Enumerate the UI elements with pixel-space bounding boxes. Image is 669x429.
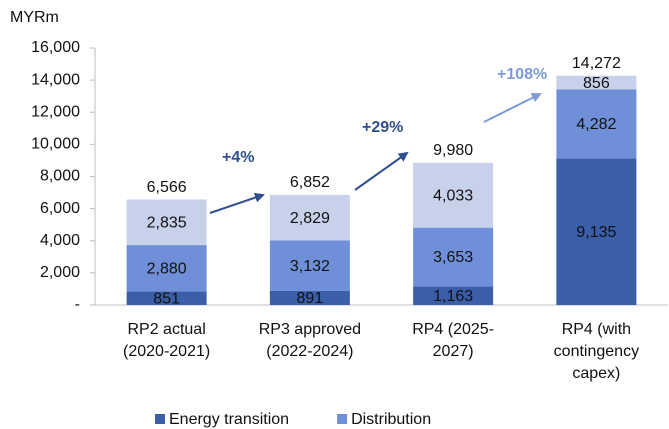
bar-segment — [126, 199, 207, 246]
x-tick-line: (2020-2021) — [123, 343, 210, 360]
arrow — [354, 151, 409, 191]
y-axis-label: MYRm — [10, 9, 59, 26]
total-label: 6,566 — [147, 179, 187, 196]
x-tick-label: RP2 actual (2020-2021) — [123, 321, 210, 360]
x-tick-line: RP3 approved — [259, 321, 361, 338]
value-label: 9,135 — [576, 224, 616, 241]
y-tick-label: 10,000 — [31, 136, 80, 153]
value-label: 1,163 — [433, 288, 473, 305]
total-label: 6,852 — [290, 174, 330, 191]
total-label: 9,980 — [433, 142, 473, 159]
bar-segment — [413, 162, 494, 228]
y-tick-label: 16,000 — [31, 39, 80, 56]
y-tick-label: 14,000 — [31, 71, 80, 88]
value-label: 891 — [297, 290, 324, 307]
bar-segment — [269, 194, 350, 241]
value-label: 4,282 — [576, 116, 616, 133]
value-label: 4,033 — [433, 187, 473, 204]
y-tick-label: 2,000 — [40, 264, 80, 281]
y-tick-label: 8,000 — [40, 168, 80, 185]
x-tick-line: contingency — [554, 343, 639, 360]
legend-label: Energy transition — [169, 411, 289, 428]
y-tick-label: 12,000 — [31, 103, 80, 120]
y-tick-label: 6,000 — [40, 200, 80, 217]
value-label: 2,880 — [147, 260, 187, 277]
x-tick-label: RP3 approved (2022-2024) — [259, 321, 361, 360]
bar-segment — [413, 286, 494, 305]
value-label: 3,132 — [290, 258, 330, 275]
bar-segment — [413, 227, 494, 287]
value-label: 2,835 — [147, 215, 187, 232]
legend-swatch — [337, 414, 348, 424]
x-tick-line: RP4 (2025- — [412, 321, 494, 338]
value-label: 851 — [153, 290, 180, 307]
x-tick-line: (2022-2024) — [266, 343, 353, 360]
legend-label: Distribution — [351, 411, 431, 428]
bar-segment — [556, 158, 637, 305]
annotation: +4% — [222, 149, 254, 166]
x-tick-label: RP4 (2025- 2027) — [412, 321, 494, 360]
bar-segment — [126, 291, 207, 305]
x-tick-line: 2027) — [433, 343, 474, 360]
bar-segment — [556, 89, 637, 159]
bar-segment — [556, 75, 637, 90]
bar-segment — [269, 240, 350, 291]
total-label: 14,272 — [572, 55, 621, 72]
x-tick-line: RP4 (with — [562, 321, 631, 338]
bar-segment — [126, 245, 207, 292]
x-tick-line: RP2 actual — [127, 321, 205, 338]
legend-swatch — [155, 414, 165, 424]
y-tick-label: - — [75, 296, 80, 313]
value-label: 856 — [583, 75, 610, 92]
bar-segment — [269, 290, 350, 305]
value-label: 2,829 — [290, 210, 330, 227]
annotation: +108% — [497, 66, 547, 83]
annotation: +29% — [362, 119, 403, 136]
y-tick-label: 4,000 — [40, 232, 80, 249]
value-label: 3,653 — [433, 249, 473, 266]
x-tick-label: RP4 (with contingency capex) — [554, 321, 639, 382]
arrow — [209, 192, 265, 214]
arrow — [483, 93, 542, 123]
x-tick-line: capex) — [572, 365, 620, 382]
